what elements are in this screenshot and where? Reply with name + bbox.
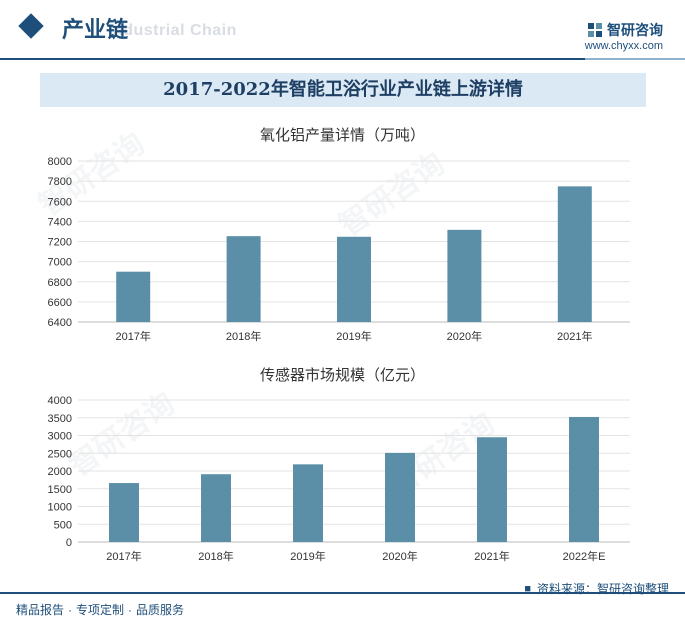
- y-tick-label: 6800: [48, 277, 72, 289]
- footer-tag: 精品报告: [16, 603, 65, 617]
- y-tick-label: 0: [66, 537, 72, 549]
- y-tick-label: 3500: [48, 413, 72, 425]
- section-subtitle: Industrial Chain: [108, 22, 237, 39]
- footer-tag: 专项定制: [76, 603, 125, 617]
- chart-1-alumina-output: 6400 6600 6800 7000 7200 7400 7600 7800 8000 2017…: [48, 156, 630, 343]
- bar: [337, 236, 371, 322]
- y-tick-label: 7400: [48, 216, 72, 228]
- x-tick-label: 2018年: [226, 329, 261, 343]
- y-tick-label: 500: [54, 519, 72, 531]
- y-tick-label: 4000: [48, 395, 72, 407]
- diamond-icon: [18, 13, 44, 39]
- bar: [385, 452, 415, 542]
- footer-divider: [0, 592, 685, 594]
- y-tick-label: 6600: [48, 297, 72, 309]
- bar: [201, 474, 231, 542]
- y-tick-label: 7200: [48, 237, 72, 249]
- y-tick-label: 7000: [48, 257, 72, 269]
- x-tick-label: 2022年E: [563, 549, 606, 563]
- footer-tag: 品质服务: [136, 603, 185, 617]
- brand-logo-icon: [588, 23, 602, 37]
- y-tick-label: 7600: [48, 196, 72, 208]
- bar: [557, 186, 592, 322]
- chart-1-title: 氧化铝产量详情（万吨）: [259, 127, 425, 144]
- y-tick-label: 2000: [48, 466, 72, 478]
- bar: [477, 437, 507, 542]
- y-tick-label: 1500: [48, 484, 72, 496]
- section-title: 产业链: [62, 17, 129, 42]
- y-tick-label: 7800: [48, 176, 72, 188]
- x-tick-label: 2019年: [290, 549, 325, 563]
- y-tick-label: 3000: [48, 431, 72, 443]
- y-tick-label: 1000: [48, 502, 72, 514]
- y-tick-label: 2500: [48, 448, 72, 460]
- x-tick-label: 2020年: [382, 549, 417, 563]
- footer: 精品报告 · 专项定制 · 品质服务 ■ 资料来源：智研咨询整理: [0, 582, 685, 631]
- bar: [447, 229, 482, 322]
- y-grid: [78, 399, 630, 543]
- banner-title: 2017-2022年智能卫浴行业产业链上游详情: [163, 79, 523, 100]
- bar: [569, 416, 599, 542]
- brand-url: www.chyxx.com: [584, 40, 663, 52]
- brand-name: 智研咨询: [607, 22, 663, 38]
- source-bullet-icon: ■: [524, 582, 531, 595]
- banner: 2017-2022年智能卫浴行业产业链上游详情: [40, 73, 646, 107]
- brand: 智研咨询: [587, 20, 663, 40]
- x-tick-label: 2021年: [474, 549, 509, 563]
- x-tick-label: 2019年: [336, 329, 371, 343]
- header-divider-accent: [585, 58, 685, 60]
- footer-tags: 精品报告 · 专项定制 · 品质服务: [16, 603, 185, 617]
- bar: [226, 236, 261, 322]
- chart-2-title: 传感器市场规模（亿元）: [259, 367, 425, 384]
- bar: [109, 483, 139, 542]
- y-tick-label: 6400: [48, 317, 72, 329]
- header: Industrial Chain 产业链 智研咨询 www.chyxx.com: [0, 0, 685, 62]
- x-tick-label: 2017年: [115, 329, 150, 343]
- header-divider: [0, 58, 640, 60]
- footer-source: ■ 资料来源：智研咨询整理: [524, 580, 669, 597]
- chart-2-sensor-market: 0 500 1000 1500 2000 2500 3000 3500 4000 2017年 201…: [48, 395, 630, 563]
- bar: [293, 464, 323, 542]
- x-tick-label: 2020年: [447, 329, 482, 343]
- x-tick-label: 2021年: [557, 329, 592, 343]
- y-tick-label: 8000: [48, 156, 72, 168]
- x-tick-label: 2018年: [198, 549, 233, 563]
- source-text: 资料来源：智研咨询整理: [536, 582, 669, 596]
- x-tick-label: 2017年: [106, 549, 141, 563]
- bar: [116, 271, 151, 322]
